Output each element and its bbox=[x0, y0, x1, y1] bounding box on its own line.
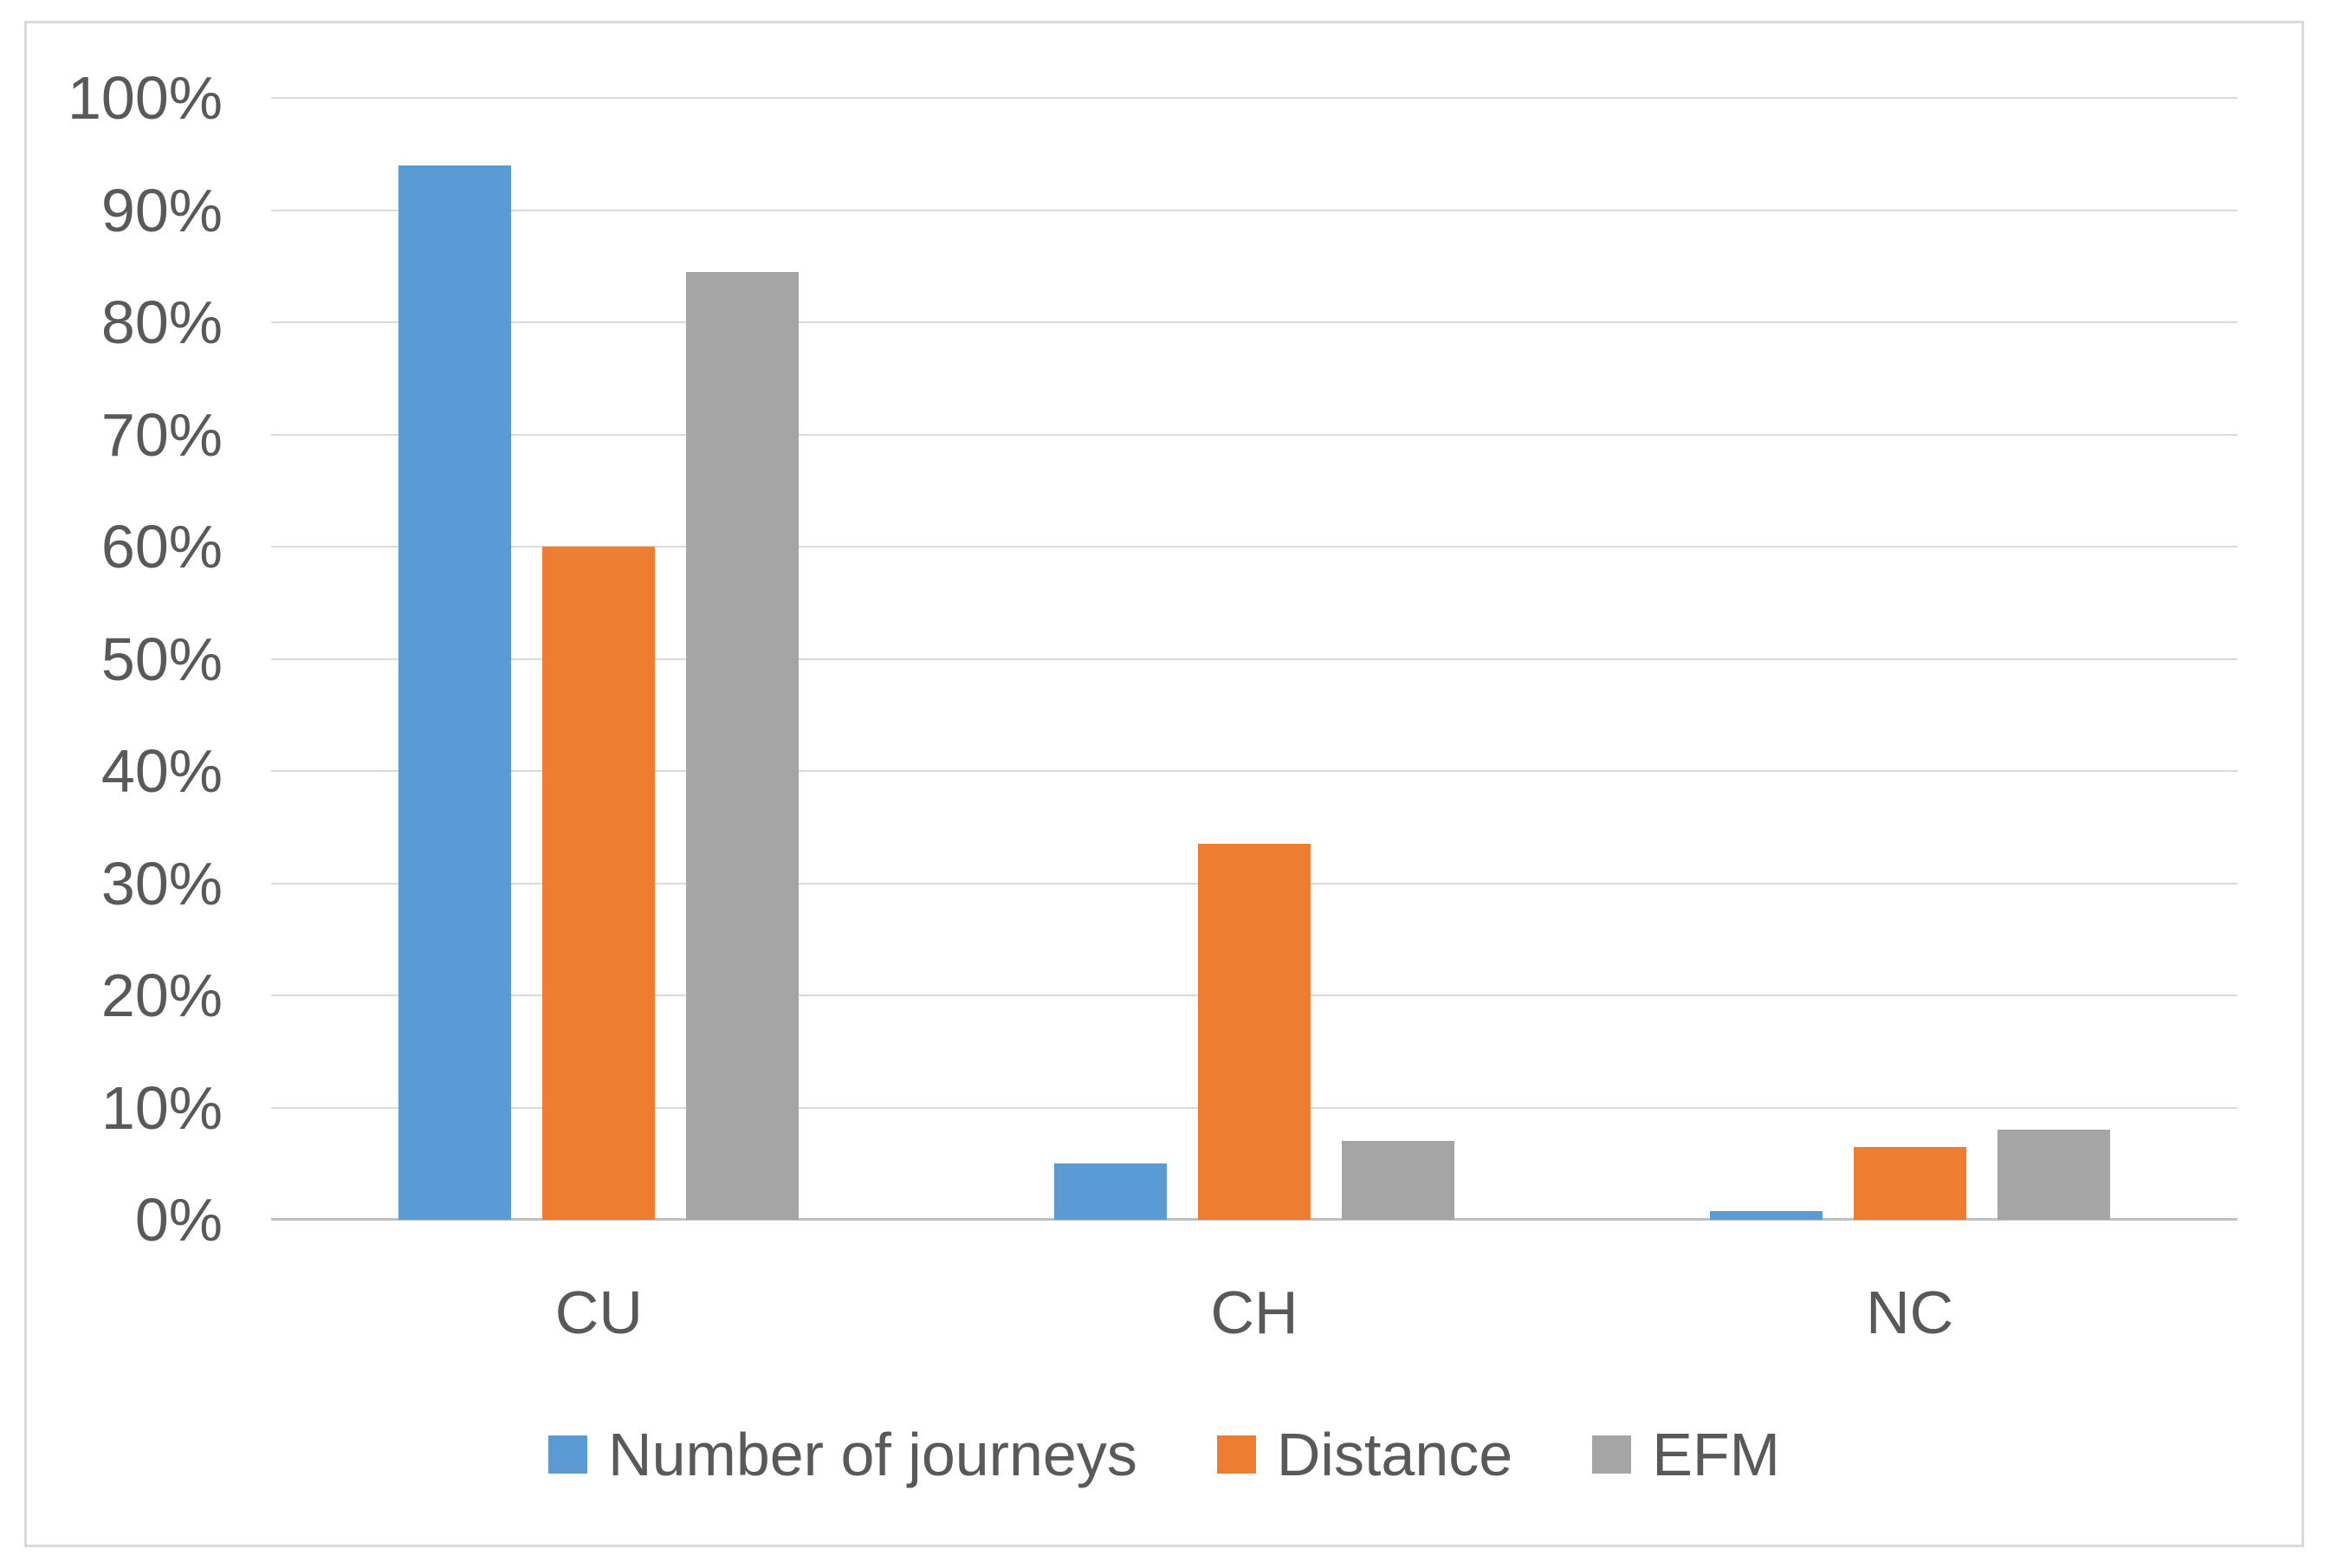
y-tick-label: 50% bbox=[100, 625, 223, 693]
y-tick-label: 0% bbox=[134, 1186, 223, 1254]
bar-ch-number-of-journeys bbox=[1053, 1163, 1167, 1220]
x-category-label-nc: NC bbox=[1866, 1279, 1954, 1346]
y-tick-label: 80% bbox=[100, 288, 223, 356]
bar-nc-efm bbox=[1997, 1130, 2110, 1220]
x-category-label-ch: CH bbox=[1210, 1279, 1298, 1346]
bar-cu-efm bbox=[686, 271, 800, 1220]
y-tick-label: 90% bbox=[100, 176, 223, 244]
gridline bbox=[271, 546, 2237, 548]
gridline bbox=[271, 321, 2237, 323]
plot-area bbox=[271, 97, 2237, 1221]
bar-group-nc bbox=[1582, 98, 2237, 1220]
y-tick-label: 20% bbox=[100, 962, 223, 1029]
legend-label: Distance bbox=[1276, 1421, 1513, 1488]
y-tick-label: 10% bbox=[100, 1073, 223, 1142]
gridline bbox=[271, 433, 2237, 436]
y-tick-label: 40% bbox=[100, 737, 223, 805]
bar-cu-distance bbox=[542, 547, 656, 1220]
legend-label: EFM bbox=[1652, 1421, 1780, 1488]
bar-nc-number-of-journeys bbox=[1709, 1210, 1823, 1220]
bar-cu-number-of-journeys bbox=[398, 165, 512, 1220]
gridline bbox=[271, 97, 2237, 99]
gridline bbox=[271, 658, 2237, 660]
gridline bbox=[271, 770, 2237, 772]
legend: Number of journeys Distance EFM bbox=[27, 1420, 2302, 1489]
legend-item-number-of-journeys: Number of journeys bbox=[548, 1420, 1137, 1489]
y-tick-label: 70% bbox=[100, 400, 223, 469]
y-tick-label: 60% bbox=[100, 513, 223, 580]
bar-ch-efm bbox=[1341, 1141, 1454, 1220]
bar-nc-distance bbox=[1853, 1146, 1966, 1220]
x-axis-category-labels: CU CH NC bbox=[271, 1280, 2237, 1345]
bar-group-cu bbox=[271, 98, 927, 1220]
bar-ch-distance bbox=[1197, 844, 1311, 1220]
legend-item-distance: Distance bbox=[1216, 1420, 1513, 1489]
bar-group-ch bbox=[927, 98, 1583, 1220]
legend-swatch-icon bbox=[1592, 1435, 1632, 1474]
x-category-label-cu: CU bbox=[554, 1279, 643, 1346]
y-tick-label: 30% bbox=[100, 849, 223, 917]
gridline bbox=[271, 209, 2237, 211]
legend-item-efm: EFM bbox=[1592, 1420, 1780, 1489]
legend-swatch-icon bbox=[1216, 1435, 1256, 1474]
y-tick-label: 100% bbox=[67, 64, 223, 132]
legend-swatch-icon bbox=[548, 1435, 588, 1474]
legend-label: Number of journeys bbox=[608, 1421, 1137, 1488]
chart-frame: 0% 10% 20% 30% 40% 50% 60% 70% 80% 90% 100% CU CH NC… bbox=[24, 21, 2304, 1547]
